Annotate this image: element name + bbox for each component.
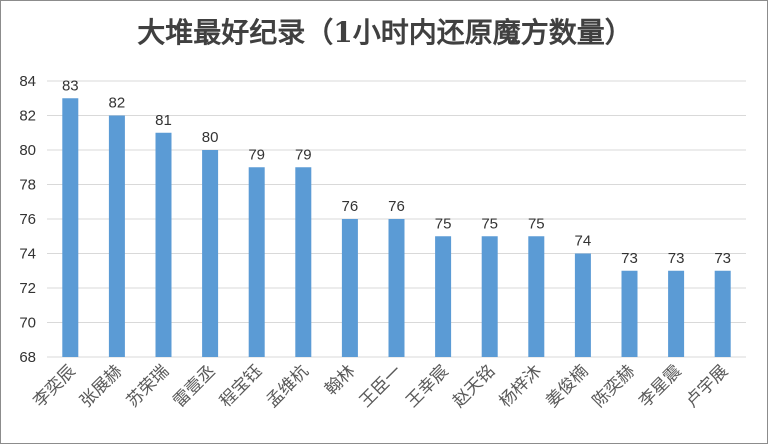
bar	[62, 98, 79, 357]
data-label: 80	[202, 129, 219, 146]
category-label: 苏荣瑞	[123, 361, 173, 411]
data-label: 81	[155, 112, 172, 129]
category-label: 陈奕赫	[589, 361, 639, 411]
y-tick-label: 72	[19, 280, 36, 297]
y-tick-label: 74	[19, 246, 36, 263]
chart-title: 大堆最好纪录（1小时内还原魔方数量）	[137, 16, 633, 49]
bar	[248, 167, 265, 357]
category-label: 杨梓沐	[496, 361, 546, 411]
bar	[295, 167, 312, 357]
y-tick-label: 82	[19, 108, 36, 125]
data-label: 73	[668, 250, 685, 267]
category-label: 卢宇展	[682, 361, 732, 411]
category-label: 王幸宸	[402, 361, 452, 411]
bar	[668, 270, 685, 357]
y-tick-label: 70	[19, 315, 36, 332]
data-label: 76	[342, 198, 359, 215]
bar	[481, 236, 498, 357]
y-tick-label: 84	[19, 73, 36, 90]
category-label: 翰林	[321, 361, 359, 399]
bar	[574, 253, 591, 357]
y-tick-label: 78	[19, 177, 36, 194]
bar	[714, 270, 731, 357]
category-label: 李奕辰	[30, 361, 80, 411]
data-label: 75	[435, 215, 452, 232]
data-label: 75	[481, 215, 498, 232]
data-label: 74	[575, 233, 592, 250]
data-label: 73	[714, 250, 731, 267]
category-label: 李星震	[635, 361, 685, 411]
category-label: 赵天铭	[449, 361, 499, 411]
data-label: 82	[109, 95, 126, 112]
data-label: 83	[62, 77, 79, 94]
data-label: 75	[528, 215, 545, 232]
category-label: 程宝钰	[216, 361, 266, 411]
category-label: 姜俊楠	[542, 361, 592, 411]
y-tick-label: 68	[19, 349, 36, 366]
data-label: 79	[295, 146, 312, 163]
y-tick-label: 76	[19, 211, 36, 228]
bar	[202, 150, 219, 357]
bar	[341, 219, 358, 357]
category-label: 张展赫	[76, 361, 126, 411]
data-label: 76	[388, 198, 405, 215]
category-label: 王臣一	[356, 361, 406, 411]
bar	[621, 270, 638, 357]
bar	[435, 236, 452, 357]
data-label: 79	[248, 146, 265, 163]
y-tick-label: 80	[19, 142, 36, 159]
bar	[388, 219, 405, 357]
bar	[108, 115, 125, 357]
category-label: 孟维杭	[263, 361, 313, 411]
category-label: 雷壹丞	[169, 361, 219, 411]
bar	[155, 132, 172, 357]
data-label: 73	[621, 250, 638, 267]
bar	[528, 236, 545, 357]
